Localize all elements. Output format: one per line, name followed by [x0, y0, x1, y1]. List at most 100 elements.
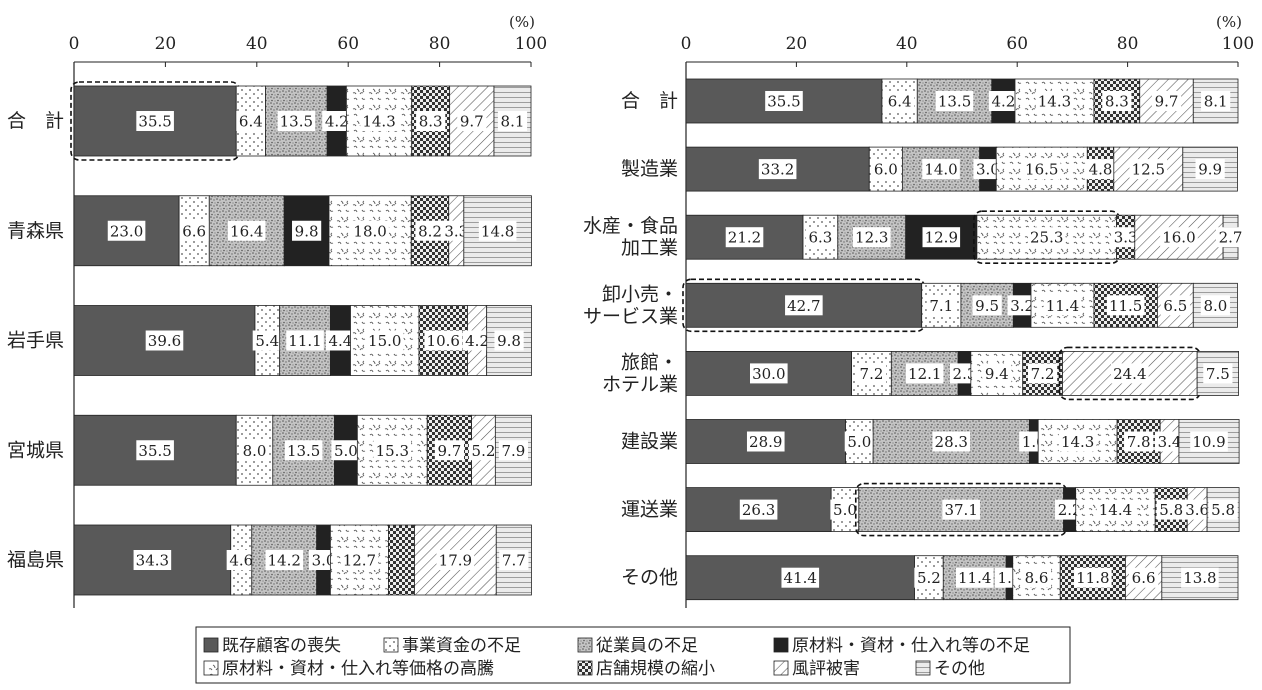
- right-tick-label: 80: [1117, 34, 1139, 54]
- right-value-label: 5.0: [833, 501, 857, 519]
- right-value-label-bg: [1096, 499, 1135, 520]
- left-value-label: 34.3: [136, 552, 169, 570]
- left-value-label: 5.2: [472, 442, 496, 460]
- right-value-label: 14.0: [924, 161, 957, 179]
- right-value-label: 42.7: [787, 297, 820, 315]
- right-value-label-bg: [1129, 159, 1168, 180]
- left-value-label-bg: [340, 550, 379, 570]
- left-value-label: 7.9: [501, 442, 525, 460]
- legend-swatch-customer-loss: [203, 637, 219, 653]
- right-value-label-bg: [852, 227, 891, 248]
- right-value-label-bg: [1022, 159, 1061, 180]
- right-value-label-bg: [1201, 91, 1231, 111]
- right-tick-label: 40: [896, 34, 918, 54]
- right-bar-store-downsizing: [1093, 78, 1141, 124]
- right-value-label: 4.2: [991, 93, 1015, 111]
- right-value-label-bg: [871, 159, 901, 180]
- right-value-label: 6.0: [874, 161, 898, 179]
- left-value-label-bg: [284, 440, 323, 461]
- left-value-label-bg: [136, 440, 174, 461]
- left-value-label-bg: [236, 111, 266, 131]
- right-value-label-bg: [982, 363, 1012, 384]
- left-value-label: 15.3: [376, 442, 409, 460]
- legend-swatch-material-shortage: [773, 637, 789, 653]
- right-value-label-bg: [830, 499, 860, 520]
- right-value-label: 14.3: [1038, 93, 1071, 111]
- legend-swatch-other: [915, 660, 931, 676]
- left-value-label: 17.9: [439, 552, 472, 570]
- right-tick-label: 100: [1222, 34, 1254, 54]
- left-value-label: 15.0: [368, 332, 401, 350]
- right-category-label: 合 計: [621, 90, 678, 112]
- right-value-label: 5.2: [917, 569, 941, 587]
- right-value-label: 8.3: [1105, 93, 1129, 111]
- left-tick-label: 60: [337, 34, 359, 54]
- left-value-label-bg: [434, 440, 465, 461]
- left-category-label: 合 計: [7, 110, 64, 132]
- right-value-label-bg: [1102, 91, 1132, 111]
- left-value-label: 5.4: [255, 332, 279, 350]
- right-value-label-bg: [972, 295, 1002, 316]
- left-value-label: 12.7: [343, 552, 376, 570]
- right-value-label: 7.2: [860, 365, 884, 383]
- left-value-label: 9.8: [497, 332, 521, 350]
- left-value-label-bg: [325, 330, 356, 351]
- left-value-label: 8.2: [418, 222, 442, 240]
- right-value-label-bg: [765, 91, 803, 111]
- right-value-label: 7.1: [929, 297, 953, 315]
- left-value-label: 9.7: [437, 442, 461, 460]
- right-value-label-bg: [1200, 295, 1230, 316]
- left-value-label: 10.6: [427, 332, 460, 350]
- left-value-label-bg: [145, 330, 184, 351]
- right-value-label: 8.1: [1204, 93, 1228, 111]
- left-value-label: 13.5: [287, 442, 320, 460]
- right-value-label: 30.0: [752, 365, 785, 383]
- right-value-label-bg: [988, 91, 1018, 111]
- legend-label-reputation-damage: 風評被害: [792, 659, 860, 679]
- right-bar-material-price-rise: [970, 350, 1024, 396]
- legend-swatch-reputation-damage: [773, 660, 789, 676]
- left-tick-label: 100: [515, 34, 547, 54]
- right-value-label-bg: [1156, 499, 1186, 520]
- left-value-label: 16.4: [230, 222, 263, 240]
- legend-label-other: その他: [934, 659, 985, 679]
- right-value-label-bg: [1111, 363, 1149, 384]
- left-value-label: 6.4: [239, 113, 263, 131]
- left-value-label-bg: [468, 440, 499, 461]
- right-value-label-bg: [1181, 567, 1219, 588]
- right-value-label: 9.5: [975, 297, 999, 315]
- left-value-label-bg: [351, 220, 389, 241]
- legend-label-funds-shortage: 事業資金の不足: [402, 636, 521, 656]
- right-value-label: 25.3: [1030, 229, 1063, 247]
- right-value-label-bg: [1203, 363, 1233, 384]
- right-tick-label: 0: [681, 34, 692, 54]
- left-value-label-bg: [286, 330, 324, 351]
- left-category-label: 宮城県: [7, 439, 64, 461]
- left-value-label-bg: [292, 220, 322, 241]
- left-value-label-bg: [416, 111, 446, 131]
- left-value-label: 4.2: [325, 113, 349, 131]
- right-value-label: 9.7: [1155, 93, 1179, 111]
- legend-label-customer-loss: 既存顧客の喪失: [222, 636, 341, 656]
- right-value-label: 41.4: [784, 569, 817, 587]
- right-value-label: 14.4: [1099, 501, 1132, 519]
- right-value-label-bg: [1106, 295, 1145, 316]
- left-value-label-bg: [424, 330, 463, 351]
- right-value-label: 12.3: [855, 229, 888, 247]
- left-value-label-bg: [133, 550, 172, 570]
- right-value-label-bg: [1027, 227, 1066, 248]
- left-value-label: 23.0: [110, 222, 143, 240]
- legend-swatch-funds-shortage: [383, 637, 399, 653]
- right-value-label-bg: [885, 91, 915, 111]
- right-value-label: 6.3: [808, 229, 832, 247]
- left-value-label-bg: [252, 330, 282, 351]
- left-value-label-bg: [457, 111, 487, 131]
- right-value-label-bg: [844, 431, 874, 452]
- right-value-label-bg: [1124, 431, 1154, 452]
- left-bar-reputation-damage: [414, 524, 497, 596]
- right-value-label-bg: [1043, 295, 1082, 316]
- right-value-label: 24.4: [1113, 365, 1146, 383]
- right-value-label-bg: [914, 567, 944, 588]
- left-value-label: 4.2: [465, 332, 489, 350]
